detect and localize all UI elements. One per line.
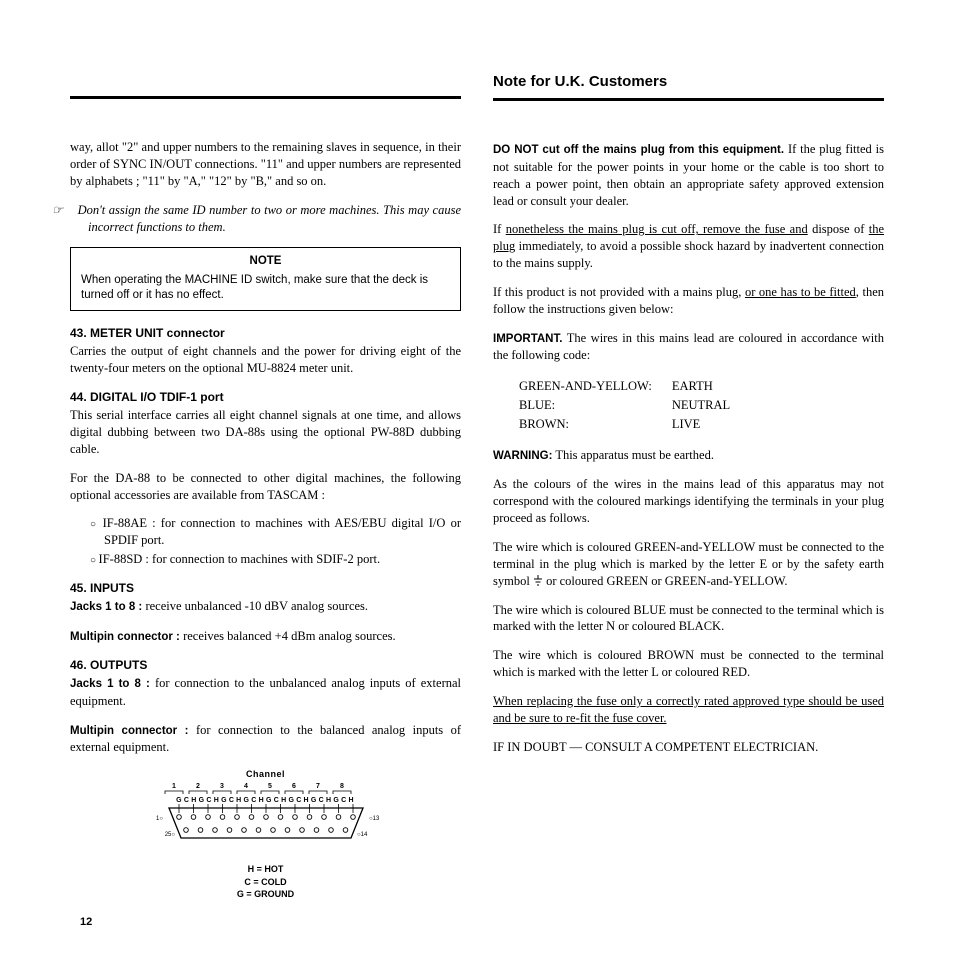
right-p9: The wire which is coloured BROWN must be… bbox=[493, 647, 884, 681]
outputs-jacks-label: Jacks 1 to 8 : bbox=[70, 678, 155, 690]
svg-text:4: 4 bbox=[244, 783, 248, 790]
svg-text:○14: ○14 bbox=[357, 832, 368, 838]
table-cell: NEUTRAL bbox=[672, 397, 748, 414]
p2-c: immediately, to avoid a possible shock h… bbox=[493, 239, 884, 270]
table-cell: BROWN: bbox=[519, 416, 670, 433]
right-p6: As the colours of the wires in the mains… bbox=[493, 476, 884, 527]
section-44-body1: This serial interface carries all eight … bbox=[70, 407, 461, 458]
table-cell: LIVE bbox=[672, 416, 748, 433]
right-p3: If this product is not provided with a m… bbox=[493, 284, 884, 318]
inputs-multipin-label: Multipin connector : bbox=[70, 631, 183, 643]
section-46-multipin: Multipin connector : for connection to t… bbox=[70, 722, 461, 756]
caution-text: Don't assign the same ID number to two o… bbox=[78, 203, 461, 234]
continuation-paragraph: way, allot "2" and upper numbers to the … bbox=[70, 139, 461, 190]
right-p5: WARNING: This apparatus must be earthed. bbox=[493, 447, 884, 465]
p7-b: or coloured GREEN or GREEN-and-YELLOW. bbox=[543, 574, 788, 588]
section-43-head: 43. METER UNIT connector bbox=[70, 325, 461, 341]
table-row: BLUE:NEUTRAL bbox=[519, 397, 748, 414]
uk-note-title: Note for U.K. Customers bbox=[493, 72, 884, 92]
p4-label: IMPORTANT. bbox=[493, 333, 562, 345]
p2-u1: nonetheless the mains plug is cut off, r… bbox=[506, 222, 808, 236]
legend-ground: G = GROUND bbox=[70, 888, 461, 901]
right-column: Note for U.K. Customers DO NOT cut off t… bbox=[493, 72, 884, 901]
svg-text:8: 8 bbox=[340, 783, 344, 790]
table-row: BROWN:LIVE bbox=[519, 416, 748, 433]
table-cell: EARTH bbox=[672, 378, 748, 395]
inputs-jacks-label: Jacks 1 to 8 : bbox=[70, 601, 145, 613]
svg-text:6: 6 bbox=[292, 783, 296, 790]
right-p11: IF IN DOUBT — CONSULT A COMPETENT ELECTR… bbox=[493, 739, 884, 756]
p3-a: If this product is not provided with a m… bbox=[493, 285, 745, 299]
right-p2: If nonetheless the mains plug is cut off… bbox=[493, 221, 884, 272]
svg-text:5: 5 bbox=[268, 783, 272, 790]
right-p1: DO NOT cut off the mains plug from this … bbox=[493, 141, 884, 209]
legend-cold: C = COLD bbox=[70, 876, 461, 889]
wire-colour-table: GREEN-AND-YELLOW:EARTHBLUE:NEUTRALBROWN:… bbox=[517, 376, 750, 435]
page-columns: way, allot "2" and upper numbers to the … bbox=[70, 72, 884, 901]
svg-text:GCHGCHGCHGCHGCHGCHGCHGCH: GCHGCHGCHGCHGCHGCHGCHGCH bbox=[176, 797, 356, 804]
note-box: NOTE When operating the MACHINE ID switc… bbox=[70, 247, 461, 311]
p10-u: When replacing the fuse only a correctly… bbox=[493, 694, 884, 725]
right-p8: The wire which is coloured BLUE must be … bbox=[493, 602, 884, 636]
table-row: GREEN-AND-YELLOW:EARTH bbox=[519, 378, 748, 395]
svg-text:1: 1 bbox=[172, 783, 176, 790]
outputs-multipin-label: Multipin connector : bbox=[70, 725, 196, 737]
right-p7: The wire which is coloured GREEN-and-YEL… bbox=[493, 539, 884, 590]
left-top-rule bbox=[70, 96, 461, 99]
diagram-legend: H = HOT C = COLD G = GROUND bbox=[70, 863, 461, 901]
section-46-jacks: Jacks 1 to 8 : for connection to the unb… bbox=[70, 675, 461, 709]
section-44-body2: For the DA-88 to be connected to other d… bbox=[70, 470, 461, 504]
section-44-head: 44. DIGITAL I/O TDIF-1 port bbox=[70, 389, 461, 405]
p2-b: dispose of bbox=[808, 222, 869, 236]
connector-diagram: Channel 1 2 3 4 5 6 7 8 GCHGCHGCHGCHGCHGCHGCHGC… bbox=[70, 768, 461, 901]
svg-text:○13: ○13 bbox=[369, 816, 380, 822]
page-number: 12 bbox=[80, 915, 92, 930]
table-cell: BLUE: bbox=[519, 397, 670, 414]
p3-u1: or one has to be fitted bbox=[745, 285, 856, 299]
section-45-multipin: Multipin connector : receives balanced +… bbox=[70, 628, 461, 646]
left-column: way, allot "2" and upper numbers to the … bbox=[70, 72, 461, 901]
svg-text:2: 2 bbox=[196, 783, 200, 790]
svg-text:1○: 1○ bbox=[156, 816, 163, 822]
earth-symbol-icon bbox=[533, 575, 543, 587]
channel-label: Channel bbox=[70, 768, 461, 780]
p5-body: This apparatus must be earthed. bbox=[552, 448, 714, 462]
section-43-body: Carries the output of eight channels and… bbox=[70, 343, 461, 377]
right-top-rule bbox=[493, 98, 884, 101]
svg-text:7: 7 bbox=[316, 783, 320, 790]
svg-text:3: 3 bbox=[220, 783, 224, 790]
p2-a: If bbox=[493, 222, 506, 236]
note-body: When operating the MACHINE ID switch, ma… bbox=[81, 273, 450, 304]
table-cell: GREEN-AND-YELLOW: bbox=[519, 378, 670, 395]
svg-text:25○: 25○ bbox=[164, 832, 175, 838]
connector-svg: 1 2 3 4 5 6 7 8 GCHGCHGCHGCHGCHGCHGCHGCH 1○ ○13… bbox=[151, 780, 381, 852]
caution-note: ☞ Don't assign the same ID number to two… bbox=[70, 202, 461, 236]
legend-hot: H = HOT bbox=[70, 863, 461, 876]
note-title: NOTE bbox=[81, 254, 450, 270]
section-46-head: 46. OUTPUTS bbox=[70, 657, 461, 673]
list-item: IF-88SD : for connection to machines wit… bbox=[90, 551, 461, 568]
inputs-multipin-body: receives balanced +4 dBm analog sources. bbox=[183, 629, 396, 643]
inputs-jacks-body: receive unbalanced -10 dBV analog source… bbox=[145, 599, 368, 613]
section-45-head: 45. INPUTS bbox=[70, 580, 461, 596]
section-45-jacks: Jacks 1 to 8 : receive unbalanced -10 dB… bbox=[70, 598, 461, 616]
p1-bold: DO NOT cut off the mains plug from this … bbox=[493, 144, 784, 156]
p5-label: WARNING: bbox=[493, 450, 552, 462]
section-44-list: IF-88AE : for connection to machines wit… bbox=[90, 515, 461, 568]
list-item: IF-88AE : for connection to machines wit… bbox=[90, 515, 461, 549]
right-p10: When replacing the fuse only a correctly… bbox=[493, 693, 884, 727]
right-p4: IMPORTANT. The wires in this mains lead … bbox=[493, 330, 884, 364]
